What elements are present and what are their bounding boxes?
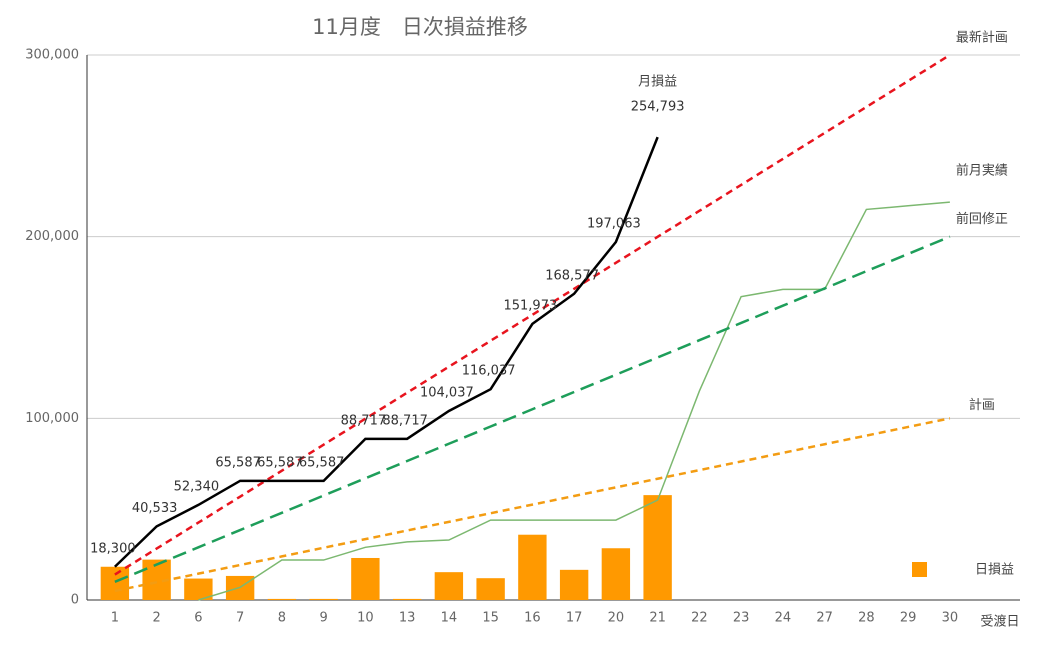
x-tick-label: 23	[733, 611, 750, 626]
bar	[476, 578, 505, 600]
x-tick-label: 28	[858, 611, 875, 626]
x-tick-label: 29	[900, 611, 917, 626]
data-label: 88,717	[382, 413, 428, 428]
x-tick-label: 30	[942, 611, 959, 626]
legend-label: 日損益	[975, 563, 1014, 578]
series-line	[114, 235, 951, 583]
data-label: 168,577	[545, 268, 599, 283]
series-line	[114, 53, 951, 576]
x-tick-label: 15	[482, 611, 499, 626]
bar	[643, 495, 672, 600]
series-label: 最新計画	[956, 30, 1008, 46]
data-label: 40,533	[132, 501, 178, 516]
x-tick-label: 13	[399, 611, 416, 626]
bar	[392, 598, 422, 600]
series-line	[114, 136, 659, 568]
x-tick-label: 22	[691, 611, 708, 626]
x-tick-label: 1	[111, 611, 119, 626]
bar	[351, 557, 380, 600]
series-label: 前回修正	[956, 211, 1008, 227]
x-tick-label: 16	[524, 611, 541, 626]
series-label: 前月実績	[956, 163, 1008, 179]
x-tick-label: 6	[194, 611, 202, 626]
x-axis-label: 受渡日	[980, 614, 1019, 630]
bar	[309, 598, 338, 600]
data-label: 18,300	[90, 541, 136, 556]
data-label: 88,717	[341, 413, 387, 428]
data-label: 65,587	[257, 455, 303, 470]
x-tick-label: 24	[775, 611, 792, 626]
data-label: 52,340	[174, 479, 220, 494]
data-label: 197,063	[587, 217, 641, 232]
x-tick-label: 20	[608, 611, 625, 626]
bar	[267, 598, 297, 600]
x-tick-label: 21	[649, 611, 666, 626]
data-label: 65,587	[299, 455, 345, 470]
bar	[518, 534, 547, 600]
data-label: 116,037	[462, 364, 516, 379]
bar	[434, 572, 464, 600]
x-tick-label: 10	[357, 611, 374, 626]
x-tick-label: 8	[278, 611, 286, 626]
bar	[100, 566, 130, 600]
data-label: 104,037	[420, 385, 474, 400]
x-tick-label: 2	[152, 611, 160, 626]
x-tick-label: 17	[566, 611, 583, 626]
x-tick-label: 7	[236, 611, 244, 626]
data-label: 254,793	[631, 100, 685, 115]
bar	[559, 569, 589, 600]
series-label: 月損益	[638, 75, 677, 90]
legend-swatch	[912, 562, 927, 577]
x-tick-label: 9	[319, 611, 327, 626]
chart-title: 11月度 日次損益推移	[312, 15, 528, 39]
y-tick-label: 100,000	[25, 411, 79, 426]
bar	[184, 578, 213, 600]
y-tick-label: 300,000	[25, 48, 79, 63]
series-line	[114, 417, 951, 593]
x-tick-label: 14	[441, 611, 458, 626]
data-label: 151,973	[503, 298, 557, 313]
x-tick-label: 27	[816, 611, 833, 626]
series-line	[198, 201, 950, 601]
series-label: 計画	[969, 397, 995, 413]
y-tick-label: 200,000	[25, 229, 79, 244]
y-tick-label: 0	[71, 593, 79, 608]
bar	[601, 548, 631, 600]
data-label: 65,587	[215, 455, 261, 470]
